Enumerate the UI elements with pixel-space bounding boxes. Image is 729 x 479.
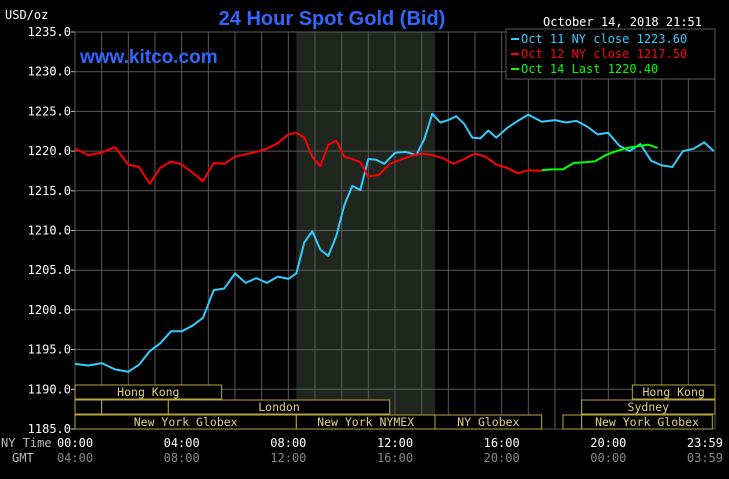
x-tick-label-ny: 08:00 bbox=[270, 436, 306, 450]
session-bar bbox=[74, 384, 223, 400]
gmt-row-label: GMT bbox=[12, 451, 34, 465]
y-tick-label: 1225.0 bbox=[28, 104, 71, 118]
x-tick-label-ny: 12:00 bbox=[377, 436, 413, 450]
chart-title: 24 Hour Spot Gold (Bid) bbox=[219, 8, 446, 30]
legend-entry-oct12: Oct 12 NY close 1217.50 bbox=[521, 47, 687, 61]
session-label: Sydney bbox=[628, 400, 670, 414]
y-axis-label: USD/oz bbox=[5, 8, 48, 22]
legend-entry-oct14: Oct 14 Last 1220.40 bbox=[521, 62, 658, 76]
y-tick-labels: 1235.0 1230.0 1225.0 1220.0 1215.0 1210.0 1205… bbox=[28, 25, 71, 436]
legend-entry-oct11: Oct 11 NY close 1223.60 bbox=[521, 32, 687, 46]
x-tick-label-ny: 00:00 bbox=[57, 436, 93, 450]
session-label: New York Globex bbox=[134, 415, 238, 429]
session-bar bbox=[631, 384, 716, 400]
y-tick-label: 1200.0 bbox=[28, 303, 71, 317]
x-tick-label-ny: 04:00 bbox=[164, 436, 200, 450]
y-tick-label: 1235.0 bbox=[28, 25, 71, 39]
session-bar bbox=[562, 414, 583, 430]
session-bar bbox=[581, 399, 716, 415]
session-label: NY Globex bbox=[457, 415, 519, 429]
grid-layer bbox=[71, 31, 716, 430]
x-tick-label-ny: 16:00 bbox=[484, 436, 520, 450]
session-label: New York Globex bbox=[595, 415, 699, 429]
session-bar bbox=[101, 399, 169, 415]
series-line-oct11 bbox=[74, 112, 715, 373]
y-tick-label: 1190.0 bbox=[28, 382, 71, 396]
session-label: London bbox=[258, 400, 300, 414]
y-tick-label: 1220.0 bbox=[28, 144, 71, 158]
y-tick-label: 1185.0 bbox=[28, 422, 71, 436]
website-label: www.kitco.com bbox=[79, 47, 218, 68]
x-tick-label-gmt: 12:00 bbox=[270, 451, 306, 465]
x-tick-label-gmt: 04:00 bbox=[57, 451, 93, 465]
session-bar bbox=[167, 399, 391, 415]
x-tick-label-gmt: 08:00 bbox=[164, 451, 200, 465]
series-line-oct14 bbox=[541, 143, 659, 172]
series-lines bbox=[74, 112, 715, 373]
session-bar bbox=[434, 414, 543, 430]
session-bar bbox=[581, 414, 713, 430]
x-tick-label-gmt: 20:00 bbox=[484, 451, 520, 465]
session-bar bbox=[74, 399, 103, 415]
y-tick-label: 1230.0 bbox=[28, 65, 71, 79]
x-tick-labels: 00:0004:0004:0008:0008:0012:0012:0016:00… bbox=[57, 436, 723, 465]
ny-time-row-label: NY Time bbox=[1, 436, 52, 450]
x-tick-label-ny: 23:59 bbox=[687, 436, 723, 450]
timestamp: October 14, 2018 21:51 bbox=[543, 15, 702, 29]
session-label: Hong Kong bbox=[117, 385, 179, 399]
y-tick-label: 1215.0 bbox=[28, 184, 71, 198]
series-line-oct12 bbox=[74, 131, 542, 185]
x-tick-label-ny: 20:00 bbox=[590, 436, 626, 450]
session-label: New York NYMEX bbox=[317, 415, 414, 429]
x-tick-label-gmt: 03:59 bbox=[687, 451, 723, 465]
y-tick-label: 1195.0 bbox=[28, 343, 71, 357]
x-tick-label-gmt: 16:00 bbox=[377, 451, 413, 465]
legend-box bbox=[505, 28, 716, 80]
y-tick-label: 1205.0 bbox=[28, 263, 71, 277]
session-label: Hong Kong bbox=[643, 385, 705, 399]
x-tick-label-gmt: 00:00 bbox=[590, 451, 626, 465]
y-tick-label: 1210.0 bbox=[28, 224, 71, 238]
